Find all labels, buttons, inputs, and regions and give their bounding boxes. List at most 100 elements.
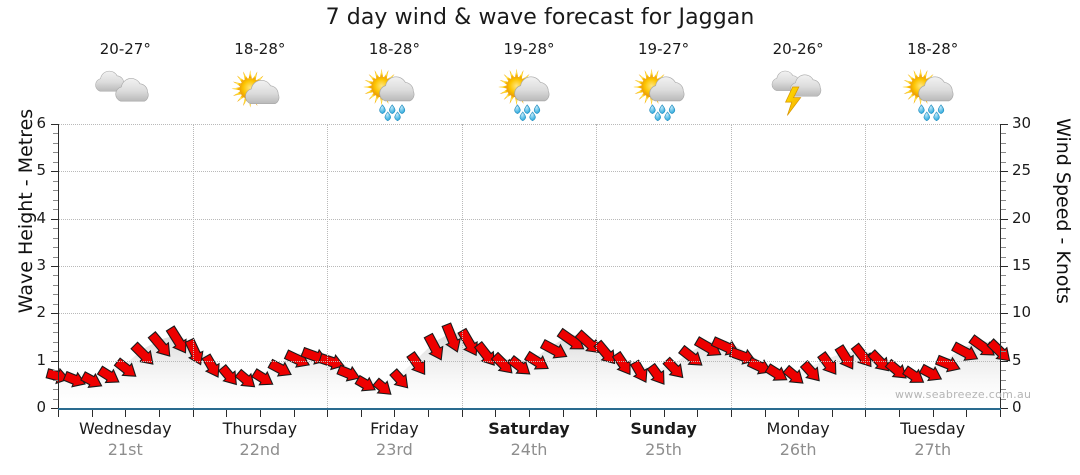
day-header-monday: 20-26° xyxy=(731,40,866,130)
left-axis-tick-label: 0 xyxy=(36,398,46,416)
day-divider-gridline xyxy=(596,124,597,408)
wind-arrow xyxy=(201,353,220,378)
right-minor-tick xyxy=(1001,351,1006,352)
wind-arrow xyxy=(902,365,925,383)
left-axis-tick-label: 4 xyxy=(36,208,46,227)
x-axis-tick xyxy=(731,410,732,417)
left-minor-tick xyxy=(53,285,58,286)
left-major-tick xyxy=(51,313,58,314)
right-minor-tick xyxy=(1001,323,1006,324)
wind-arrow xyxy=(523,350,549,370)
left-axis-tick-label: 5 xyxy=(36,161,46,180)
right-axis-tick-label: 30 xyxy=(1012,114,1032,132)
day-date: 27th xyxy=(914,440,952,459)
left-minor-tick xyxy=(53,304,58,305)
right-major-tick xyxy=(1001,266,1008,267)
x-axis-tick xyxy=(832,410,833,417)
wind-arrow xyxy=(267,358,292,377)
wind-arrow xyxy=(372,377,392,395)
left-major-tick xyxy=(51,171,58,172)
temperature-range: 18-28° xyxy=(907,40,959,58)
day-label-tuesday: Tuesday 27th xyxy=(865,418,1000,460)
wind-arrow xyxy=(834,344,854,370)
x-axis-tick xyxy=(428,410,429,417)
right-axis-tick-label: 10 xyxy=(1012,303,1032,322)
x-axis-tick xyxy=(361,410,362,417)
temperature-range: 19-28° xyxy=(503,40,555,58)
day-divider-gridline xyxy=(327,124,328,408)
x-axis-tick xyxy=(462,410,463,417)
wind-arrow xyxy=(764,363,788,381)
weather-icon-slot xyxy=(865,65,1000,125)
wind-arrow xyxy=(986,338,1011,362)
left-minor-tick xyxy=(53,389,58,390)
day-date: 21st xyxy=(107,440,143,459)
bottom-axis-line xyxy=(58,408,1001,410)
left-minor-tick xyxy=(53,399,58,400)
forecast-plot xyxy=(45,124,1011,408)
wind-arrow xyxy=(918,363,943,382)
x-axis-tick xyxy=(92,410,93,417)
left-minor-tick xyxy=(53,209,58,210)
x-axis-tick xyxy=(327,410,328,417)
wind-arrow xyxy=(80,371,103,388)
left-minor-tick xyxy=(53,200,58,201)
x-axis-tick xyxy=(563,410,564,417)
weather-icon-slot xyxy=(462,65,597,125)
x-axis-tick xyxy=(630,410,631,417)
wind-arrow xyxy=(147,331,171,357)
right-minor-tick xyxy=(1001,294,1006,295)
temperature-range: 20-26° xyxy=(772,40,824,58)
x-axis-tick xyxy=(596,410,597,417)
right-minor-tick xyxy=(1001,285,1006,286)
right-minor-tick xyxy=(1001,209,1006,210)
day-header-tuesday: 18-28° xyxy=(865,40,1000,130)
left-minor-tick xyxy=(53,275,58,276)
right-axis-tick-label: 20 xyxy=(1012,208,1032,227)
wind-arrow xyxy=(423,332,444,361)
horizontal-gridline xyxy=(58,124,1000,125)
x-axis-tick xyxy=(58,410,59,417)
day-label-friday: Friday 23rd xyxy=(327,418,462,460)
right-axis-tick-label: 0 xyxy=(1012,398,1022,416)
day-name: Monday xyxy=(766,419,830,438)
left-major-tick xyxy=(51,408,58,409)
x-axis-tick xyxy=(697,410,698,417)
weather-icon-slot xyxy=(58,65,193,125)
x-axis-tick xyxy=(865,410,866,417)
wind-arrow xyxy=(165,325,187,354)
right-major-tick xyxy=(1001,219,1008,220)
weather-icon-slot xyxy=(596,65,731,125)
left-minor-tick xyxy=(53,152,58,153)
day-label-monday: Monday 26th xyxy=(731,418,866,460)
day-header-friday: 18-28° xyxy=(327,40,462,130)
left-minor-tick xyxy=(53,323,58,324)
day-name: Saturday xyxy=(488,419,570,438)
wind-arrow xyxy=(406,350,426,376)
day-date: 22nd xyxy=(239,440,281,459)
right-axis-line xyxy=(1000,124,1001,409)
wind-arrow xyxy=(646,362,665,385)
sun-cloud-icon xyxy=(231,70,280,108)
right-minor-tick xyxy=(1001,257,1006,258)
right-major-tick xyxy=(1001,408,1008,409)
left-minor-tick xyxy=(53,294,58,295)
left-minor-tick xyxy=(53,143,58,144)
right-minor-tick xyxy=(1001,133,1006,134)
day-label-sunday: Sunday 25th xyxy=(596,418,731,460)
day-label-saturday: Saturday 24th xyxy=(462,418,597,460)
wind-arrow xyxy=(389,368,409,389)
x-axis-tick xyxy=(1000,410,1001,417)
left-axis-line xyxy=(58,124,59,409)
x-axis-tick xyxy=(933,410,934,417)
right-axis-tick-label: 5 xyxy=(1012,350,1022,369)
temperature-range: 18-28° xyxy=(234,40,286,58)
left-minor-tick xyxy=(53,370,58,371)
right-major-tick xyxy=(1001,313,1008,314)
wind-arrow xyxy=(96,365,120,384)
wind-arrow xyxy=(867,349,890,372)
right-major-tick xyxy=(1001,171,1008,172)
day-header-wednesday: 20-27° xyxy=(58,40,193,130)
x-axis-tick xyxy=(294,410,295,417)
right-minor-tick xyxy=(1001,332,1006,333)
